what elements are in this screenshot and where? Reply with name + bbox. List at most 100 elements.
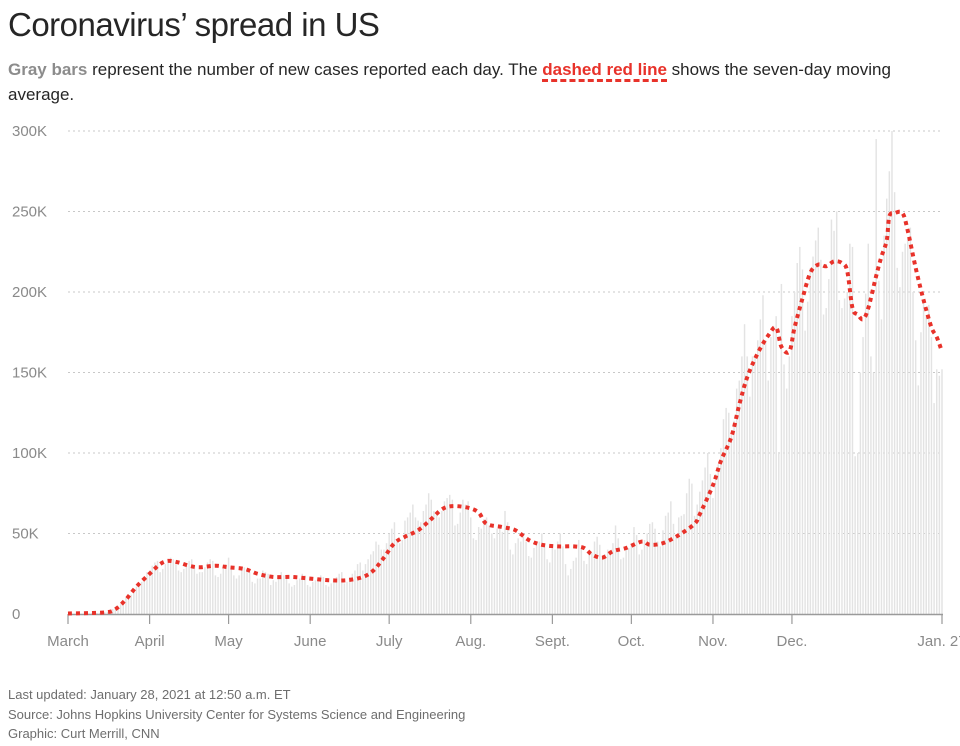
bar xyxy=(517,538,519,614)
bar xyxy=(714,473,717,614)
bar xyxy=(470,517,472,614)
bar xyxy=(864,293,867,614)
bar xyxy=(872,372,875,614)
bar xyxy=(567,575,569,614)
bar xyxy=(338,573,340,614)
bar xyxy=(467,501,469,614)
bar xyxy=(217,576,219,614)
bar xyxy=(509,549,511,614)
bar xyxy=(269,585,272,614)
bar xyxy=(196,573,198,614)
bar xyxy=(335,576,338,614)
bar xyxy=(148,570,151,614)
bar xyxy=(546,559,548,614)
bar xyxy=(351,573,354,614)
bar xyxy=(678,517,680,614)
bar xyxy=(264,572,267,614)
bar xyxy=(404,520,406,614)
bar xyxy=(430,499,433,614)
bar xyxy=(717,464,719,614)
bar xyxy=(796,263,798,614)
bar xyxy=(922,300,925,614)
bar xyxy=(556,541,559,614)
bar xyxy=(162,568,164,614)
bar xyxy=(319,575,322,614)
x-tick-label: Aug. xyxy=(455,633,486,650)
bar xyxy=(143,578,146,614)
bar xyxy=(169,557,172,614)
bar xyxy=(235,578,238,614)
bar xyxy=(406,517,409,614)
bar xyxy=(912,292,914,614)
source: Source: Johns Hopkins University Center … xyxy=(8,706,466,722)
bar xyxy=(533,547,535,614)
bar xyxy=(441,510,443,614)
bar xyxy=(164,564,167,614)
bar xyxy=(575,557,577,614)
bar xyxy=(106,612,109,614)
bar xyxy=(154,562,156,614)
bar xyxy=(570,568,572,614)
bar xyxy=(807,301,809,614)
bar xyxy=(285,578,288,614)
bar xyxy=(354,570,356,614)
bar xyxy=(596,536,598,614)
x-tick-label: Sept. xyxy=(535,633,570,650)
bar xyxy=(393,522,396,614)
bar xyxy=(622,557,625,614)
bar xyxy=(749,396,751,614)
bar xyxy=(775,316,777,614)
bar xyxy=(543,543,546,614)
chart-subtitle: Gray bars represent the number of new ca… xyxy=(8,57,948,107)
bar xyxy=(388,533,390,614)
bar xyxy=(778,453,780,614)
last-updated: Last updated: January 28, 2021 at 12:50 … xyxy=(8,687,291,702)
bar xyxy=(809,267,812,614)
bar xyxy=(448,494,451,614)
bar xyxy=(620,559,622,614)
bar xyxy=(138,583,140,614)
bar xyxy=(785,388,788,614)
bar xyxy=(243,567,246,614)
bar xyxy=(907,238,909,614)
bar xyxy=(672,523,675,614)
bar xyxy=(112,609,114,614)
bar xyxy=(822,314,825,614)
bar xyxy=(846,292,848,614)
bar xyxy=(130,594,132,614)
bar xyxy=(722,419,725,614)
bar xyxy=(633,527,635,614)
bar xyxy=(814,240,817,615)
bar xyxy=(925,316,927,614)
bar xyxy=(133,591,135,614)
bar xyxy=(670,501,672,614)
bar xyxy=(104,612,106,614)
bar xyxy=(635,535,638,614)
bar xyxy=(433,510,435,614)
bar xyxy=(667,512,669,614)
bar xyxy=(304,575,306,614)
bar xyxy=(817,227,819,614)
bar xyxy=(746,356,748,614)
bar xyxy=(654,528,656,614)
bar xyxy=(933,403,935,614)
bar xyxy=(485,517,488,614)
bar xyxy=(422,510,425,614)
bar xyxy=(720,448,722,614)
bar xyxy=(496,528,498,614)
bar xyxy=(680,515,683,614)
bar xyxy=(275,581,277,614)
bar xyxy=(401,539,404,614)
bar xyxy=(306,585,309,614)
bar xyxy=(878,280,880,614)
bar xyxy=(230,567,232,614)
bar xyxy=(177,570,180,614)
bar xyxy=(325,585,327,614)
bar xyxy=(462,499,464,614)
bar xyxy=(830,219,833,615)
bar xyxy=(417,520,419,614)
bar xyxy=(909,227,912,614)
graphic-credit: Graphic: Curt Merrill, CNN xyxy=(8,726,160,741)
bar xyxy=(562,546,564,614)
